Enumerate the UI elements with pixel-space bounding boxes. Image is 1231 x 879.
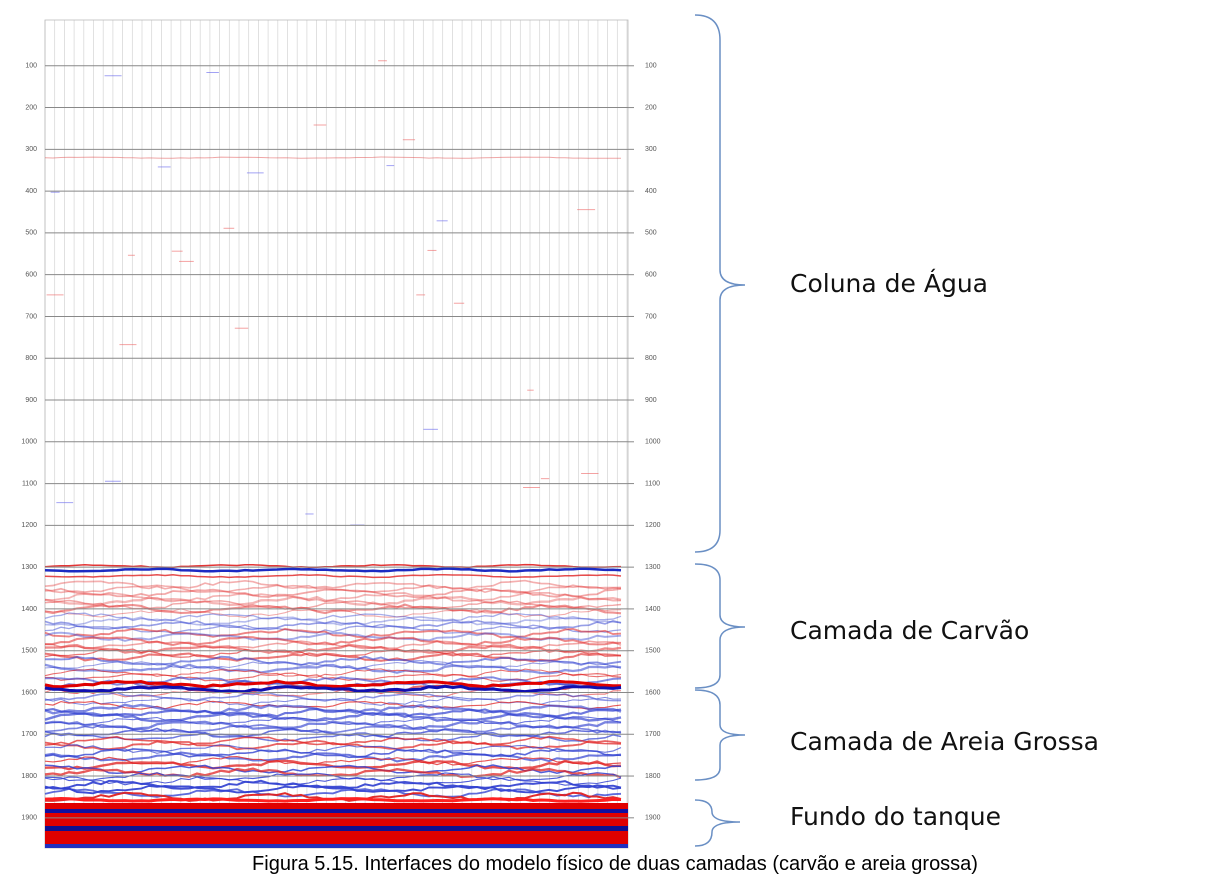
reflection (44, 640, 622, 650)
reflection (44, 723, 622, 734)
reflection (44, 684, 622, 694)
reflection (44, 679, 621, 689)
reflection (44, 156, 621, 159)
y-tick-label: 1000 (21, 439, 37, 446)
reflection (44, 756, 622, 766)
y-tick-label: 1100 (22, 480, 37, 487)
reflection (44, 747, 622, 759)
reflection (44, 796, 622, 803)
bracket (694, 563, 746, 689)
y-tick-label: 1300 (645, 564, 661, 571)
reflection (44, 563, 622, 569)
y-tick-label: 400 (645, 188, 657, 195)
y-tick-label: 1800 (645, 773, 661, 780)
reflection (44, 635, 622, 647)
bottom-reflection (45, 813, 628, 826)
y-tick-label: 1100 (645, 480, 660, 487)
annotation: Camada de Carvão (790, 616, 1029, 645)
y-tick-label: 300 (25, 146, 37, 153)
reflection (44, 648, 622, 658)
y-tick-label: 500 (645, 230, 657, 237)
reflection (44, 663, 622, 675)
y-tick-label: 900 (25, 397, 37, 404)
bottom-reflection (45, 809, 628, 813)
y-tick-label: 500 (25, 230, 37, 237)
reflection (44, 735, 622, 746)
reflection (44, 584, 622, 594)
y-tick-label: 1600 (645, 689, 661, 696)
reflection (44, 619, 622, 631)
reflection (44, 595, 622, 607)
bracket (694, 689, 746, 781)
reflection (44, 579, 622, 590)
bottom-reflection (45, 803, 628, 809)
reflection (44, 784, 622, 795)
y-tick-label: 1900 (21, 815, 37, 822)
seismic-section (44, 19, 629, 849)
reflection (44, 631, 622, 642)
bottom-reflection (45, 826, 628, 831)
y-tick-label: 1400 (645, 606, 661, 613)
bracket (694, 14, 746, 553)
y-tick-label: 1500 (21, 648, 37, 655)
y-tick-label: 1500 (645, 648, 661, 655)
y-tick-label: 900 (645, 397, 657, 404)
reflection (44, 623, 622, 634)
y-tick-label: 100 (25, 63, 37, 70)
y-tick-label: 1300 (21, 564, 37, 571)
y-tick-label: 1000 (645, 439, 661, 446)
y-tick-label: 600 (25, 272, 37, 279)
bracket (694, 799, 741, 847)
reflection (44, 627, 622, 639)
annotation: Coluna de Água (790, 269, 988, 298)
reflection (44, 615, 622, 626)
y-tick-label: 300 (645, 146, 657, 153)
reflection (44, 703, 622, 715)
reflection (44, 573, 622, 579)
reflection (44, 787, 622, 799)
y-tick-label: 600 (645, 272, 657, 279)
reflection (44, 719, 622, 731)
y-tick-label: 200 (25, 104, 37, 111)
reflection (44, 591, 622, 603)
y-tick-label: 700 (25, 313, 37, 320)
y-tick-label: 800 (25, 355, 37, 362)
reflection (44, 739, 622, 751)
reflection (44, 700, 622, 710)
reflection (44, 711, 622, 723)
reflection (44, 668, 622, 678)
y-tick-label: 1400 (21, 606, 37, 613)
reflection (44, 731, 622, 742)
y-tick-label: 1800 (21, 773, 37, 780)
y-tick-label: 1600 (21, 689, 37, 696)
reflection (44, 751, 622, 763)
reflection (44, 608, 622, 618)
y-tick-label: 1200 (645, 522, 661, 529)
reflection (44, 587, 622, 599)
reflection (44, 707, 622, 719)
y-tick-label: 1700 (21, 731, 37, 738)
annotation: Camada de Areia Grossa (790, 727, 1099, 756)
reflection (44, 612, 622, 622)
reflection (44, 655, 622, 667)
y-tick-label: 400 (25, 188, 37, 195)
reflection (44, 659, 622, 670)
y-tick-label: 100 (645, 63, 657, 70)
caption: Figura 5.15. Interfaces do modelo físico… (252, 853, 978, 875)
y-tick-label: 700 (645, 313, 657, 320)
y-tick-label: 200 (645, 104, 657, 111)
reflection (44, 744, 622, 754)
y-tick-label: 1200 (21, 522, 37, 529)
y-tick-label: 1900 (645, 815, 661, 822)
y-tick-label: 1700 (645, 731, 661, 738)
y-tick-label: 800 (645, 355, 657, 362)
reflection (44, 779, 622, 791)
reflection (45, 676, 622, 686)
bottom-reflection (45, 844, 628, 848)
annotation: Fundo do tanque (790, 802, 1001, 831)
bottom-reflection (45, 831, 628, 844)
reflection (44, 567, 622, 573)
reflection (44, 603, 622, 615)
